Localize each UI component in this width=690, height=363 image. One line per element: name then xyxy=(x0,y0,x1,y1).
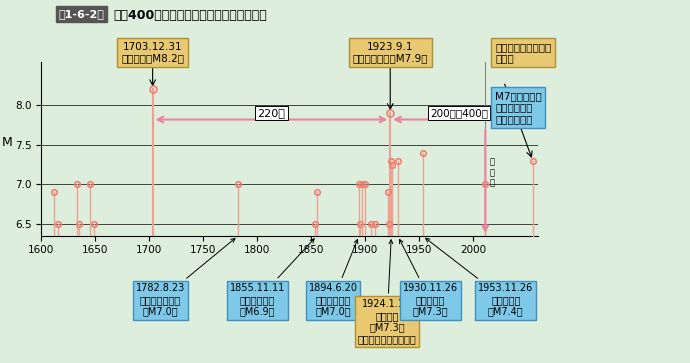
Text: 1855.11.11
安政江戸地震
（M6.9）: 1855.11.11 安政江戸地震 （M6.9） xyxy=(230,239,314,317)
Text: この400年間における南関東の大きな地震: この400年間における南関東の大きな地震 xyxy=(114,9,268,22)
Text: 1953.11.26
房総沖地震
（M7.4）: 1953.11.26 房総沖地震 （M7.4） xyxy=(426,238,533,317)
Text: M7クラスの地
震が発生する
可能性が高い: M7クラスの地 震が発生する 可能性が高い xyxy=(495,91,542,124)
Text: 第1-6-2図: 第1-6-2図 xyxy=(59,9,104,19)
Text: 1923.9.1
大正関東地震（M7.9）: 1923.9.1 大正関東地震（M7.9） xyxy=(353,42,428,63)
Text: 220年: 220年 xyxy=(257,108,286,118)
Text: 200年〜400年: 200年〜400年 xyxy=(430,108,488,118)
Y-axis label: M: M xyxy=(1,136,12,149)
Text: 1894.6.20
明治東京地震
（M7.0）: 1894.6.20 明治東京地震 （M7.0） xyxy=(308,240,358,317)
Text: 1782.8.23
天明小田原地震
（M7.0）: 1782.8.23 天明小田原地震 （M7.0） xyxy=(135,238,235,317)
Text: 大正関東地震タイプ
の地震: 大正関東地震タイプ の地震 xyxy=(495,42,551,63)
Text: 1924.1.15
丹沢地震
（M7.3）
（大正関東地震余震）: 1924.1.15 丹沢地震 （M7.3） （大正関東地震余震） xyxy=(357,240,416,344)
Text: 現
時
点: 現 時 点 xyxy=(490,158,495,188)
Text: 1930.11.26
北伊豆地震
（M7.3）: 1930.11.26 北伊豆地震 （M7.3） xyxy=(400,239,457,317)
Text: 1703.12.31
元禄地震（M8.2）: 1703.12.31 元禄地震（M8.2） xyxy=(121,42,184,63)
